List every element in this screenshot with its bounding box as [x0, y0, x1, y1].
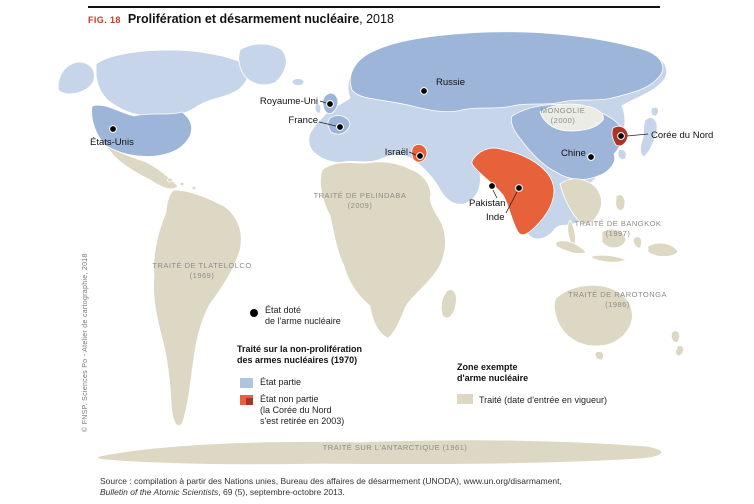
russia-nuclear-dot	[420, 87, 428, 95]
region-australia	[553, 284, 633, 347]
legend-nuclear-state: État doté de l'arme nucléaire	[265, 305, 341, 326]
label-treaty-antarctic: TRAITÉ SUR L'ANTARCTIQUE (1961)	[322, 443, 468, 452]
region-madagascar	[440, 289, 457, 319]
region-tasmania	[594, 351, 604, 361]
label-north-korea: Corée du Nord	[651, 130, 714, 141]
region-ireland	[314, 103, 322, 114]
label-china: Chine	[561, 148, 586, 159]
uk-nuclear-dot	[326, 100, 334, 108]
label-treaty-bangkok: TRAITÉ DE BANGKOK (1997)	[574, 219, 662, 238]
region-sumatra	[555, 240, 587, 254]
region-south-america	[153, 189, 242, 427]
usa-nuclear-dot	[109, 125, 117, 133]
region-new-guinea	[647, 242, 679, 257]
region-antarctica	[96, 439, 662, 466]
israel-nuclear-dot	[416, 152, 424, 160]
legend-swatch-nonparty	[240, 395, 253, 405]
north-korea-nuclear-dot	[617, 132, 625, 140]
region-japan	[640, 117, 658, 158]
header-rule	[88, 6, 660, 8]
legend-zone-label: Traité (date d'entrée en vigueur)	[479, 395, 607, 405]
region-java	[591, 254, 627, 263]
region-india-pakistan	[471, 147, 555, 236]
label-mongolia: MONGOLIE (2000)	[540, 106, 586, 125]
region-greenland	[238, 43, 287, 86]
legend-party-label: État partie	[260, 377, 302, 387]
legend-swatch-zone	[457, 394, 473, 404]
region-iceland	[291, 78, 305, 86]
india-nuclear-dot	[515, 184, 523, 192]
label-russia: Russie	[436, 77, 466, 88]
pakistan-nuclear-dot	[488, 182, 496, 190]
region-caribbean-1	[167, 177, 173, 183]
label-france: France	[288, 115, 318, 126]
legend-nonparty-label: État non partie (la Corée du Nord s'est …	[260, 394, 345, 426]
label-usa: États-Unis	[90, 137, 134, 148]
india-leader-line	[505, 191, 518, 214]
region-caribbean-2	[179, 181, 185, 187]
legend-zone-heading: Zone exempte d'arme nucléaire	[457, 362, 529, 383]
figure-number: FIG. 18	[88, 15, 121, 25]
legend-swatch-withdrawn	[246, 398, 253, 405]
label-israel: Israël	[384, 147, 408, 158]
france-leader-line	[318, 121, 337, 127]
pakistan-leader-line	[492, 189, 498, 199]
figure-header: FIG. 18 Prolifération et désarmement nucl…	[88, 10, 394, 28]
label-treaty-rarotonga: TRAITÉ DE RAROTONGA (1986)	[568, 290, 667, 309]
label-india: Inde	[486, 212, 505, 223]
region-russia	[350, 31, 664, 113]
source-note: Source : compilation à partir des Nation…	[100, 476, 562, 498]
legend-swatch-party	[240, 378, 253, 388]
region-new-zealand-south	[675, 345, 684, 357]
region-mexico-central-america	[105, 145, 179, 190]
region-mongolia	[539, 103, 604, 132]
north-korea-leader-line	[626, 133, 649, 137]
label-treaty-pelindaba: TRAITÉ DE PELINDABA (2009)	[313, 191, 407, 210]
china-nuclear-dot	[587, 153, 595, 161]
france-nuclear-dot	[336, 123, 344, 131]
region-caribbean-3	[191, 185, 197, 191]
region-hokkaido	[650, 106, 659, 117]
legend-nuclear-dot	[250, 309, 258, 317]
source-line-2: Bulletin of the Atomic Scientists, 69 (5…	[100, 487, 345, 497]
region-south-korea	[617, 149, 627, 160]
region-indochina	[559, 178, 602, 225]
region-canada	[95, 49, 250, 116]
source-line-1: Source : compilation à partir des Nation…	[100, 476, 562, 486]
region-philippines	[615, 194, 626, 211]
figure-title: Prolifération et désarmement nucléaire	[127, 12, 360, 26]
israel-leader-line	[408, 151, 417, 156]
region-africa	[320, 161, 446, 339]
region-borneo	[601, 228, 627, 249]
label-pakistan: Pakistan	[469, 198, 506, 209]
legend-npt-heading: Traité sur la non-prolifération des arme…	[237, 344, 363, 365]
label-treaty-tlatelolco: TRAITÉ DE TLATELOLCO (1969)	[152, 261, 252, 280]
label-uk: Royaume-Uni	[259, 96, 318, 107]
region-alaska	[57, 61, 95, 95]
uk-leader-line	[319, 100, 327, 104]
region-new-zealand-north	[670, 330, 680, 343]
figure-year: , 2018	[359, 12, 394, 26]
region-sulawesi	[632, 236, 642, 249]
cartography-credit: © FNSP. Sciences Po - Atelier de cartogr…	[82, 253, 89, 432]
